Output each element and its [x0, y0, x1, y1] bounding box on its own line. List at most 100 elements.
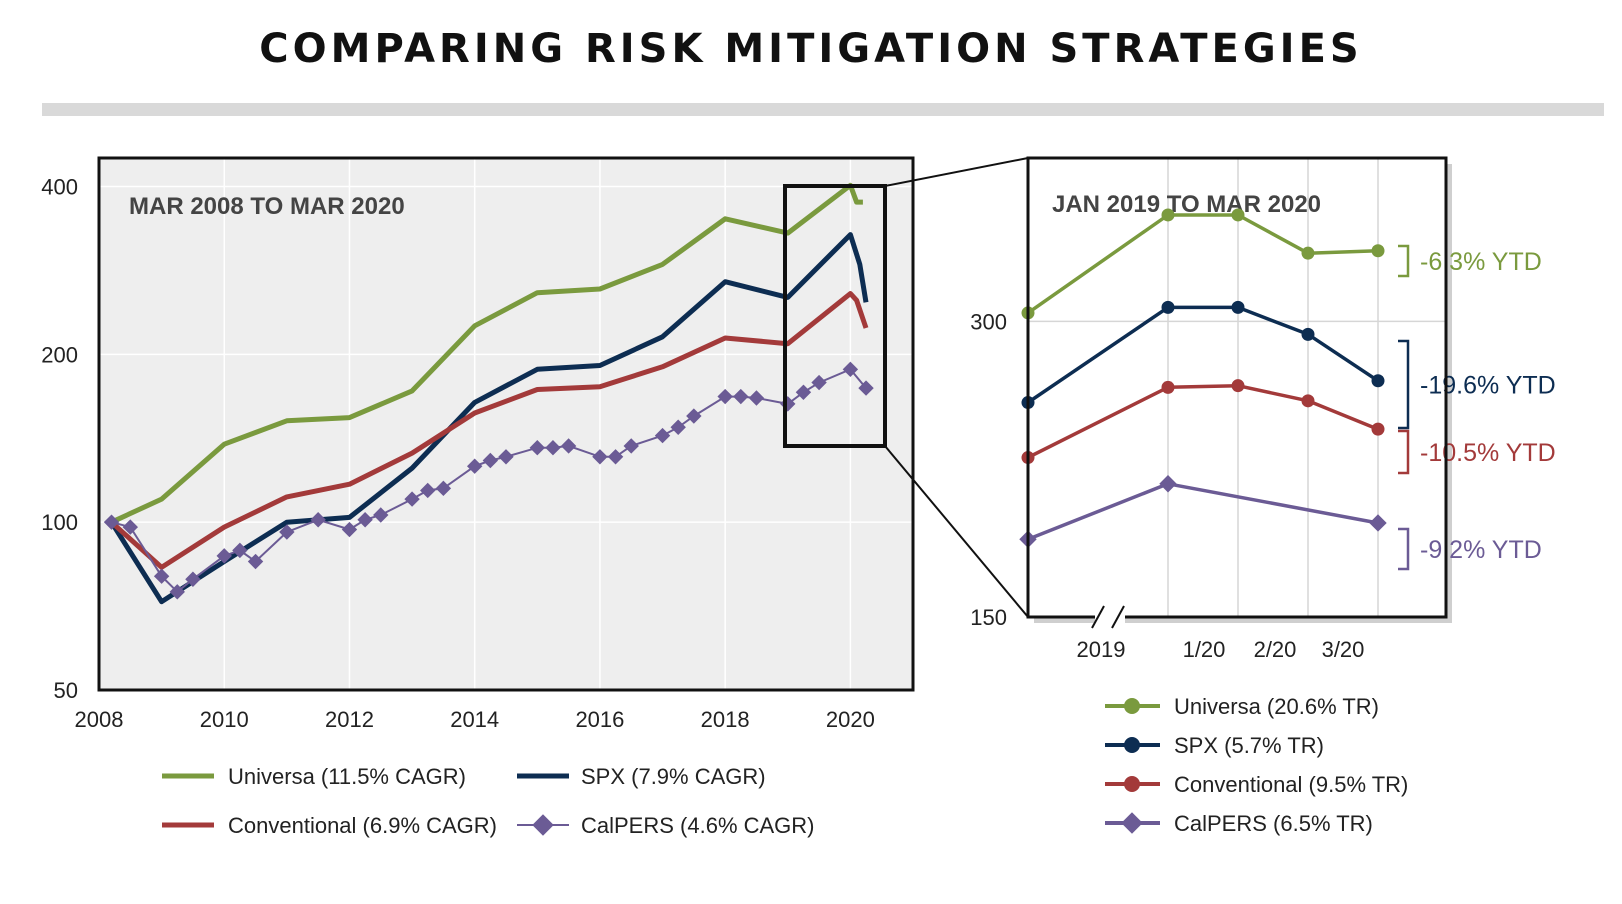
data-point-calpers	[153, 568, 170, 584]
data-point-calpers	[717, 388, 733, 405]
data-point-calpers	[623, 438, 639, 454]
data-point-calpers	[310, 512, 326, 528]
inset-x-tick-label: 2019	[1077, 637, 1126, 662]
ytd-label-calpers: -9.2% YTD	[1420, 536, 1542, 564]
data-point-calpers	[122, 519, 139, 535]
inset-legend-marker-calpers	[1121, 812, 1143, 834]
inset-legend-marker-universa	[1124, 698, 1140, 714]
inset-legend-marker-conventional	[1124, 776, 1140, 792]
inset-data-point-universa	[1371, 244, 1385, 258]
axis-break-slash	[1111, 605, 1125, 629]
data-point-calpers	[232, 542, 248, 559]
legend-label-conventional: Conventional (6.9% CAGR)	[228, 813, 497, 838]
inset-legend-label-universa: Universa (20.6% TR)	[1174, 694, 1379, 719]
x-tick-label: 2016	[575, 707, 624, 732]
inset-data-point-conventional	[1231, 379, 1245, 393]
inset-data-point-spx	[1161, 300, 1175, 314]
inset-legend-marker-spx	[1124, 737, 1140, 753]
title-rule	[42, 103, 1604, 116]
inset-data-point-spx	[1231, 300, 1245, 314]
inset-x-tick-label: 3/20	[1322, 637, 1365, 662]
inset-y-tick-label: 300	[970, 309, 1007, 334]
data-point-calpers	[686, 408, 702, 424]
inset-data-point-conventional	[1161, 380, 1175, 394]
y-tick-label: 400	[41, 175, 78, 200]
ytd-annotations: -6.3% YTD -19.6% YTD -10.5% YTD -9.2% YTD	[1398, 244, 1556, 571]
data-point-calpers	[733, 388, 749, 405]
inset-x-tick-label: 1/20	[1183, 637, 1226, 662]
data-point-calpers	[103, 514, 120, 530]
y-tick-label: 50	[54, 678, 78, 703]
data-point-calpers	[466, 458, 483, 474]
x-tick-label: 2012	[325, 707, 374, 732]
inset-legend-label-spx: SPX (5.7% TR)	[1174, 733, 1324, 758]
data-point-calpers	[279, 524, 295, 540]
data-point-calpers	[341, 521, 358, 538]
x-tick-label: 2018	[701, 707, 750, 732]
highlight-box	[783, 184, 887, 448]
x-tick-label: 2020	[826, 707, 875, 732]
zoom-connector-top	[884, 157, 1029, 187]
main-chart: MAR 2008 TO MAR 2020 50 100 200 400 2008 2010 2…	[41, 156, 1029, 732]
x-tick-label: 2008	[75, 707, 124, 732]
inset-legend-label-calpers: CalPERS (6.5% TR)	[1174, 811, 1373, 836]
inset-chart: JAN 2019 TO MAR 2020-6.3% YTD-19.6% YTD-…	[970, 156, 1556, 662]
inset-y-tick-label: 150	[970, 605, 1007, 630]
ytd-label-spx: -19.6% YTD	[1420, 372, 1556, 400]
inset-x-tick-label: 2/20	[1254, 637, 1297, 662]
ytd-bracket-spx	[1398, 339, 1410, 430]
inset-data-point-spx	[1301, 327, 1315, 341]
data-point-calpers	[607, 449, 624, 465]
main-series	[103, 182, 874, 605]
data-point-calpers	[670, 419, 686, 435]
ytd-bracket-calpers	[1398, 527, 1410, 571]
legend-label-spx: SPX (7.9% CAGR)	[581, 764, 766, 789]
x-tick-label: 2014	[450, 707, 499, 732]
inset-data-point-conventional	[1371, 422, 1385, 436]
data-point-calpers	[185, 571, 201, 587]
data-point-calpers	[529, 440, 546, 456]
ytd-bracket-conventional	[1398, 429, 1410, 475]
axis-break	[1091, 605, 1125, 629]
inset-data-point-calpers	[1369, 514, 1387, 532]
data-point-calpers	[811, 374, 827, 391]
inset-data-point-conventional	[1301, 394, 1315, 408]
data-point-calpers	[482, 452, 499, 469]
data-point-calpers	[654, 427, 671, 444]
data-point-calpers	[748, 390, 765, 406]
ytd-label-universa: -6.3% YTD	[1420, 248, 1542, 276]
data-point-calpers	[420, 482, 436, 499]
data-point-calpers	[357, 512, 373, 528]
data-point-calpers	[404, 491, 420, 507]
data-point-calpers	[169, 584, 185, 600]
page-title: COMPARING RISK MITIGATION STRATEGIES	[259, 26, 1363, 72]
inset-data-point-universa	[1231, 208, 1245, 222]
data-point-calpers	[216, 548, 232, 564]
legend-label-universa: Universa (11.5% CAGR)	[228, 764, 466, 789]
zoom-connector-bottom	[884, 445, 1029, 618]
main-legend: Universa (11.5% CAGR) SPX (7.9% CAGR) Conv…	[162, 764, 815, 838]
main-plot-border	[97, 156, 915, 692]
inset-data-point-calpers	[1159, 475, 1177, 493]
data-point-calpers	[545, 440, 561, 456]
y-tick-label: 100	[41, 510, 78, 535]
y-tick-label: 200	[41, 342, 78, 367]
data-point-calpers	[842, 361, 859, 378]
ytd-bracket-universa	[1398, 244, 1410, 278]
data-point-calpers	[560, 438, 577, 454]
inset-legend: Universa (20.6% TR) SPX (5.7% TR) Conventi…	[1105, 694, 1408, 836]
main-plot-background	[99, 158, 913, 690]
series-line-conventional	[109, 291, 869, 570]
ytd-label-conventional: -10.5% YTD	[1420, 439, 1556, 467]
legend-label-calpers: CalPERS (4.6% CAGR)	[581, 813, 815, 838]
series-line-universa	[110, 182, 863, 525]
main-chart-title: MAR 2008 TO MAR 2020	[129, 193, 405, 220]
inset-legend-label-conventional: Conventional (9.5% TR)	[1174, 772, 1408, 797]
inset-data-point-universa	[1161, 208, 1175, 222]
data-point-calpers	[373, 507, 389, 523]
x-tick-label: 2010	[200, 707, 249, 732]
inset-data-point-spx	[1371, 374, 1385, 388]
data-point-calpers	[498, 449, 514, 465]
data-point-calpers	[247, 553, 264, 570]
